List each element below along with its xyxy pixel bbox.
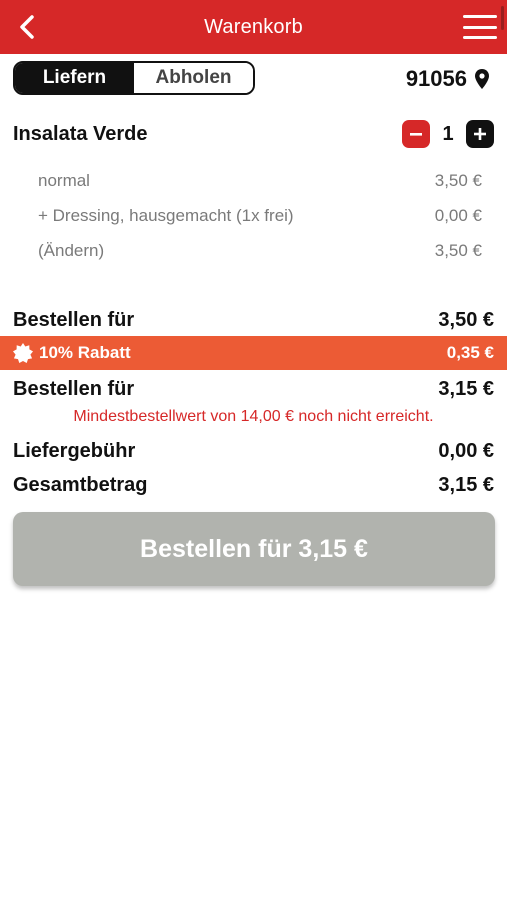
total-label: Gesamtbetrag bbox=[13, 473, 148, 496]
scrollbar[interactable] bbox=[501, 6, 504, 30]
discount-banner: 10% Rabatt 0,35 € bbox=[0, 336, 507, 370]
detail-label: + Dressing, hausgemacht (1x frei) bbox=[38, 206, 294, 225]
detail-price: 3,50 € bbox=[434, 171, 482, 190]
discount-badge-icon bbox=[13, 343, 33, 363]
minus-icon bbox=[410, 133, 422, 136]
delivery-fee-row: Liefergebühr 0,00 € bbox=[13, 437, 494, 465]
item-detail-row: (Ändern) 3,50 € bbox=[38, 238, 482, 264]
toggle-option-liefern[interactable]: Liefern bbox=[15, 63, 134, 93]
cart-item: Insalata Verde 1 bbox=[13, 118, 494, 150]
hamburger-menu-icon[interactable] bbox=[463, 15, 497, 39]
discounted-subtotal-row: Bestellen für 3,15 € bbox=[13, 375, 494, 403]
subtotal-value: 3,50 € bbox=[438, 308, 494, 331]
discounted-subtotal-label: Bestellen für bbox=[13, 377, 135, 400]
toggle-option-abholen[interactable]: Abholen bbox=[134, 63, 253, 93]
detail-price: 0,00 € bbox=[434, 206, 482, 225]
increase-quantity-button[interactable] bbox=[466, 120, 494, 148]
detail-label: normal bbox=[38, 171, 90, 190]
location-selector[interactable]: 91056 bbox=[406, 64, 489, 94]
discounted-subtotal-value: 3,15 € bbox=[438, 377, 494, 400]
page-title: Warenkorb bbox=[204, 15, 303, 38]
decrease-quantity-button[interactable] bbox=[402, 120, 430, 148]
item-name: Insalata Verde bbox=[13, 122, 148, 145]
item-detail-row: normal 3,50 € bbox=[38, 168, 482, 194]
back-arrow-icon bbox=[20, 15, 34, 39]
item-detail-row: + Dressing, hausgemacht (1x frei) 0,00 € bbox=[38, 203, 482, 229]
delivery-fee-value: 0,00 € bbox=[438, 439, 494, 462]
back-button[interactable] bbox=[14, 12, 40, 42]
subtotal-label: Bestellen für bbox=[13, 308, 135, 331]
discount-label: 10% Rabatt bbox=[39, 343, 131, 362]
discount-value: 0,35 € bbox=[446, 343, 494, 362]
location-pin-icon bbox=[475, 69, 489, 89]
minimum-order-warning: Mindestbestellwert von 14,00 € noch nich… bbox=[73, 408, 434, 425]
place-order-button[interactable]: Bestellen für 3,15 € bbox=[13, 512, 495, 586]
app-header: Warenkorb bbox=[0, 0, 507, 54]
subtotal-row: Bestellen für 3,50 € bbox=[13, 306, 494, 334]
edit-item-link[interactable]: (Ändern) bbox=[38, 241, 105, 260]
plus-icon bbox=[474, 128, 486, 140]
total-value: 3,15 € bbox=[438, 473, 494, 496]
detail-price: 3,50 € bbox=[434, 241, 482, 260]
zip-code: 91056 bbox=[405, 66, 467, 91]
item-quantity: 1 bbox=[442, 122, 454, 145]
total-row: Gesamtbetrag 3,15 € bbox=[13, 471, 494, 499]
delivery-mode-toggle: Liefern Abholen bbox=[13, 61, 255, 95]
quantity-stepper: 1 bbox=[402, 120, 494, 148]
delivery-fee-label: Liefergebühr bbox=[13, 439, 136, 462]
